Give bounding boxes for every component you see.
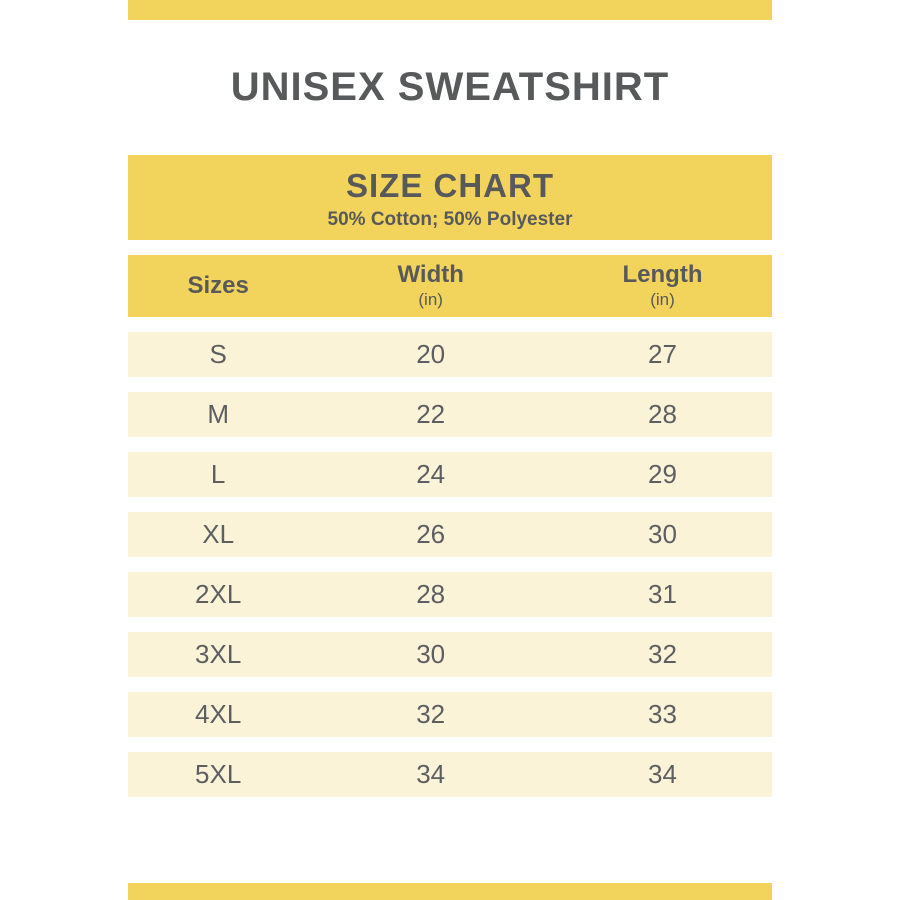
table-row: L 24 29 [128, 452, 772, 497]
cell-length: 30 [648, 519, 677, 549]
table-row: XL 26 30 [128, 512, 772, 557]
cell-length: 33 [648, 699, 677, 729]
table-row: M 22 28 [128, 392, 772, 437]
cell-size: M [207, 399, 229, 429]
size-chart-heading: SIZE CHART [346, 167, 554, 204]
cell-size: XL [202, 519, 235, 549]
table-header-row: Sizes Width (in) Length (in) [128, 255, 772, 317]
cell-width: 26 [416, 519, 446, 549]
header-length: Length (in) [553, 255, 772, 317]
bottom-accent-bar [128, 883, 772, 900]
header-width-unit: (in) [418, 289, 443, 309]
table-row: 3XL 30 32 [128, 632, 772, 677]
size-chart-banner: SIZE CHART 50% Cotton; 50% Polyester [128, 155, 772, 240]
header-width-label: Width [397, 261, 464, 289]
top-accent-bar [128, 0, 772, 20]
cell-width: 20 [416, 339, 446, 369]
cell-size: 5XL [195, 759, 242, 789]
table-row: 5XL 34 34 [128, 752, 772, 797]
header-length-label: Length [622, 261, 703, 289]
cell-length: 28 [648, 399, 677, 429]
page-title: UNISEX SWEATSHIRT [230, 65, 670, 109]
cell-width: 28 [416, 579, 446, 609]
cell-width: 30 [416, 639, 446, 669]
cell-size: 3XL [195, 639, 242, 669]
cell-length: 27 [648, 339, 677, 369]
header-sizes: Sizes [128, 255, 308, 317]
header-sizes-label: Sizes [187, 271, 249, 299]
cell-size: 2XL [195, 579, 242, 609]
cell-size: L [210, 459, 226, 489]
cell-width: 34 [416, 759, 446, 789]
cell-length: 34 [648, 759, 677, 789]
cell-length: 32 [648, 639, 677, 669]
table-row: 4XL 32 33 [128, 692, 772, 737]
cell-length: 31 [648, 579, 677, 609]
header-length-unit: (in) [650, 289, 675, 309]
cell-length: 29 [648, 459, 677, 489]
cell-size: 4XL [195, 699, 242, 729]
table-row: S 20 27 [128, 332, 772, 377]
cell-width: 24 [416, 459, 446, 489]
size-table: Sizes Width (in) Length (in) S 20 27 M 2… [128, 255, 772, 797]
cell-size: S [209, 339, 227, 369]
table-row: 2XL 28 31 [128, 572, 772, 617]
header-width: Width (in) [308, 255, 553, 317]
material-subtitle: 50% Cotton; 50% Polyester [327, 209, 573, 230]
cell-width: 22 [416, 399, 446, 429]
cell-width: 32 [416, 699, 446, 729]
